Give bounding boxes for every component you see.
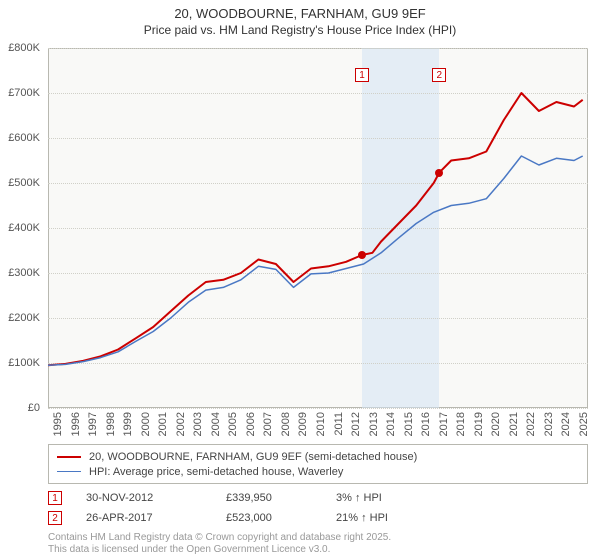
y-tick-label: £800K [0,42,40,54]
legend-swatch [57,471,81,472]
chart-container: 20, WOODBOURNE, FARNHAM, GU9 9EF Price p… [0,0,600,560]
x-tick-label: 2007 [262,412,274,436]
x-tick-label: 2017 [438,412,450,436]
footer-line1: Contains HM Land Registry data © Crown c… [48,532,391,544]
transaction-date: 26-APR-2017 [86,512,226,524]
transaction-date: 30-NOV-2012 [86,492,226,504]
x-tick-label: 1998 [105,412,117,436]
marker-dot [358,251,366,259]
x-tick-label: 2003 [192,412,204,436]
transaction-price: £339,950 [226,492,336,504]
footer-line2: This data is licensed under the Open Gov… [48,544,391,556]
x-tick-label: 2016 [420,412,432,436]
title-line2: Price paid vs. HM Land Registry's House … [0,23,600,39]
series-line [48,156,583,365]
marker-box: 2 [432,68,446,82]
transaction-row: 2 26-APR-2017 £523,000 21% ↑ HPI [48,508,588,528]
x-tick-label: 1999 [122,412,134,436]
x-tick-label: 2000 [140,412,152,436]
y-tick-label: £200K [0,312,40,324]
legend-item: HPI: Average price, semi-detached house,… [57,464,579,479]
title-line1: 20, WOODBOURNE, FARNHAM, GU9 9EF [0,6,600,23]
x-tick-label: 2008 [280,412,292,436]
legend: 20, WOODBOURNE, FARNHAM, GU9 9EF (semi-d… [48,444,588,484]
x-tick-label: 1997 [87,412,99,436]
transaction-price: £523,000 [226,512,336,524]
title-block: 20, WOODBOURNE, FARNHAM, GU9 9EF Price p… [0,0,600,38]
x-tick-label: 2013 [368,412,380,436]
legend-item: 20, WOODBOURNE, FARNHAM, GU9 9EF (semi-d… [57,449,579,464]
legend-label: HPI: Average price, semi-detached house,… [89,466,343,478]
x-tick-label: 2019 [473,412,485,436]
x-tick-label: 2022 [525,412,537,436]
transaction-diff: 21% ↑ HPI [336,512,446,524]
x-tick-label: 1995 [52,412,64,436]
x-tick-label: 2014 [385,412,397,436]
y-tick-label: £100K [0,357,40,369]
x-tick-label: 2004 [210,412,222,436]
y-tick-label: £300K [0,267,40,279]
transaction-marker: 1 [48,491,62,505]
x-tick-label: 2021 [508,412,520,436]
transaction-diff: 3% ↑ HPI [336,492,446,504]
y-tick-label: £0 [0,402,40,414]
x-tick-label: 2025 [578,412,590,436]
x-tick-label: 2024 [560,412,572,436]
y-tick-label: £600K [0,132,40,144]
x-tick-label: 2010 [315,412,327,436]
legend-label: 20, WOODBOURNE, FARNHAM, GU9 9EF (semi-d… [89,451,417,463]
y-tick-label: £500K [0,177,40,189]
marker-dot [435,169,443,177]
x-tick-label: 2006 [245,412,257,436]
x-tick-label: 2015 [403,412,415,436]
y-tick-label: £400K [0,222,40,234]
series-line [48,93,583,365]
chart-area: £0£100K£200K£300K£400K£500K£600K£700K£80… [48,48,588,408]
x-tick-label: 2009 [297,412,309,436]
gridline [48,408,588,409]
x-tick-label: 2001 [157,412,169,436]
x-tick-label: 2020 [490,412,502,436]
transaction-marker: 2 [48,511,62,525]
x-tick-label: 2011 [333,412,345,436]
footer: Contains HM Land Registry data © Crown c… [48,532,391,556]
x-tick-label: 2012 [350,412,362,436]
transaction-table: 1 30-NOV-2012 £339,950 3% ↑ HPI 2 26-APR… [48,488,588,528]
x-tick-label: 2023 [543,412,555,436]
x-tick-label: 2002 [175,412,187,436]
x-tick-label: 2005 [227,412,239,436]
x-tick-label: 1996 [70,412,82,436]
x-tick-label: 2018 [455,412,467,436]
transaction-row: 1 30-NOV-2012 £339,950 3% ↑ HPI [48,488,588,508]
legend-swatch [57,456,81,458]
line-plot [48,48,588,408]
marker-box: 1 [355,68,369,82]
y-tick-label: £700K [0,87,40,99]
